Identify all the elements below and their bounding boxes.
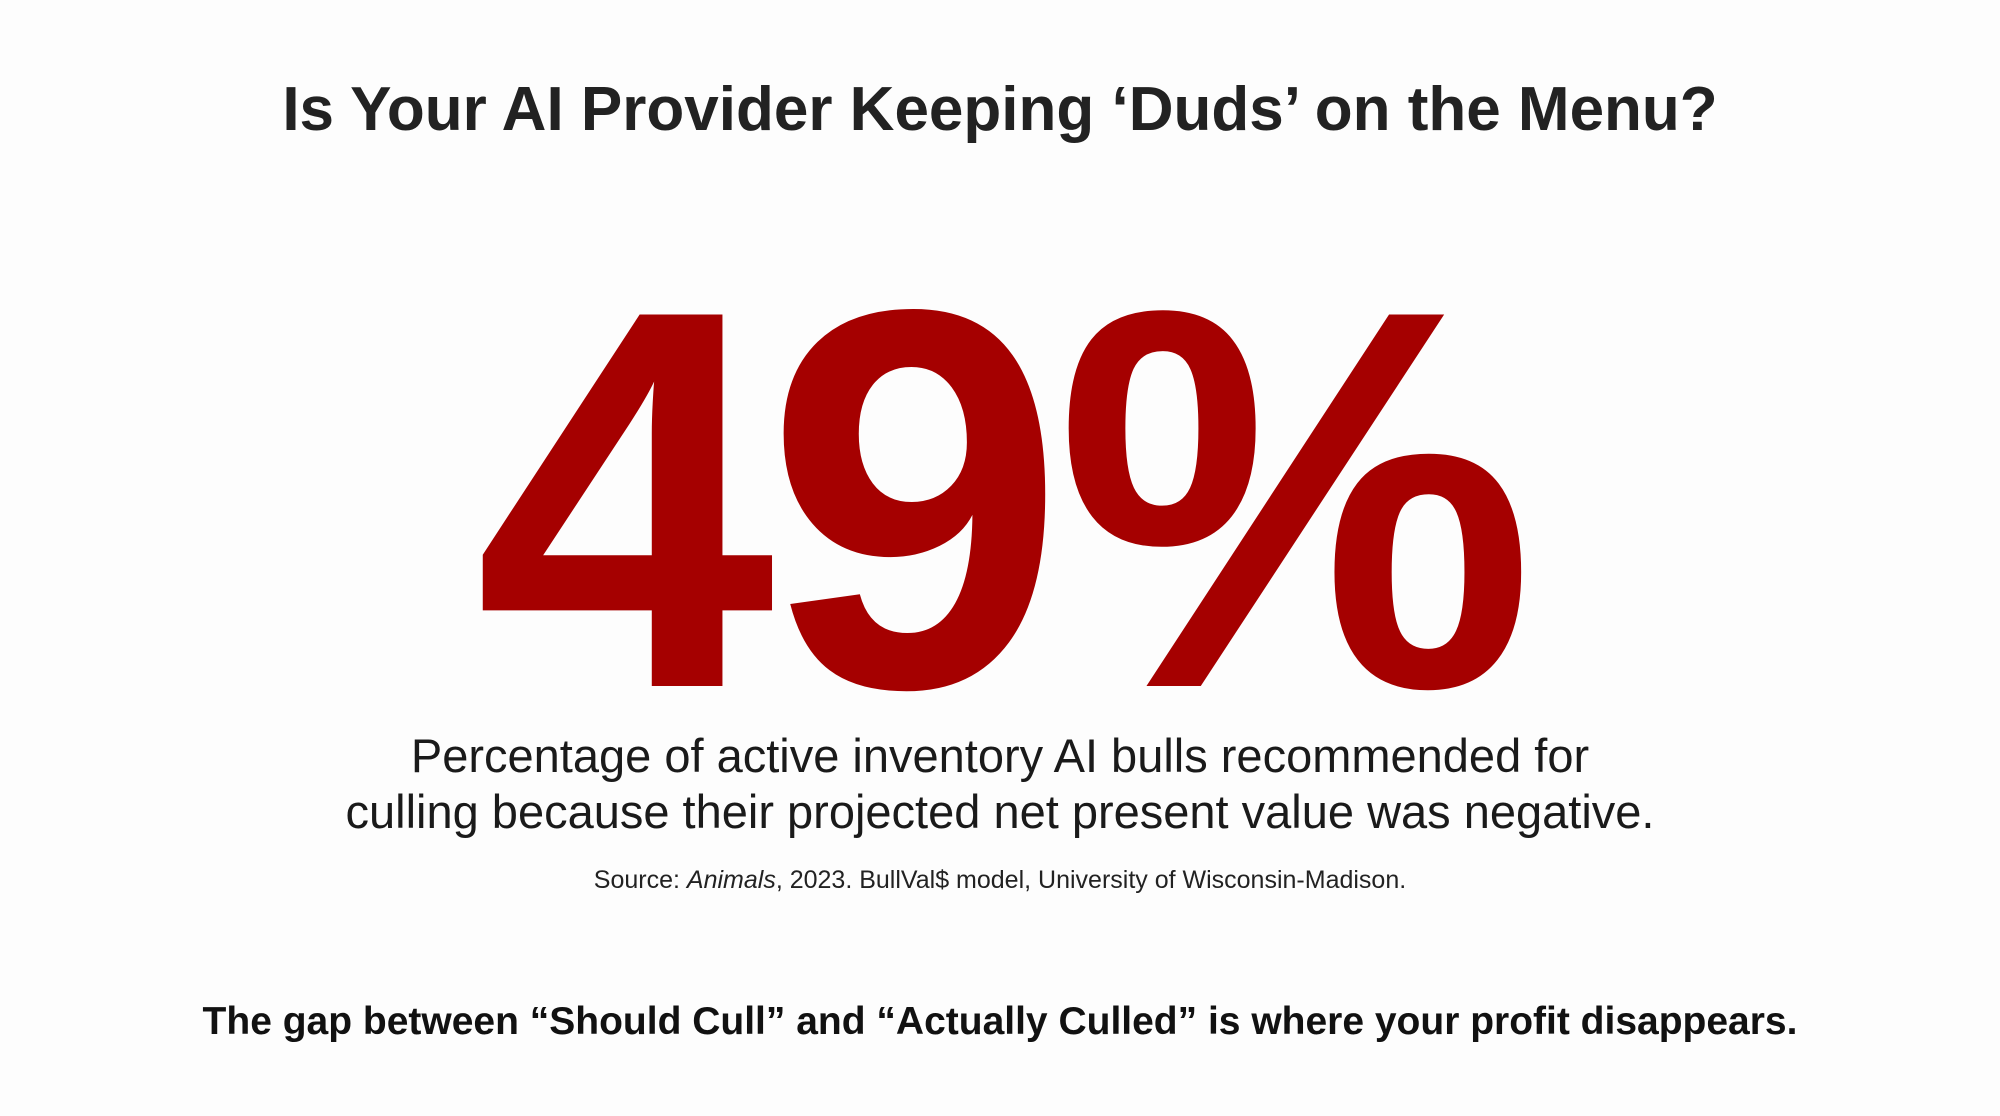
title: Is Your AI Provider Keeping ‘Duds’ on th…: [282, 75, 1718, 144]
source-text: , 2023. BullVal$ model, University of Wi…: [775, 866, 1407, 894]
footer: The gap between “Should Cull” and “Actua…: [202, 1000, 1798, 1043]
source: Source: Animals, 2023. BullVal$ model, U…: [0, 866, 2000, 895]
big-stat: 49%: [474, 198, 1536, 801]
source-journal: Animals: [686, 866, 776, 894]
source-text: Source:: [593, 866, 687, 894]
description-line: Percentage of active inventory AI bulls …: [410, 729, 1590, 782]
description: Percentage of active inventory AI bulls …: [0, 728, 2000, 840]
description-line: culling because their projected net pres…: [345, 785, 1655, 838]
